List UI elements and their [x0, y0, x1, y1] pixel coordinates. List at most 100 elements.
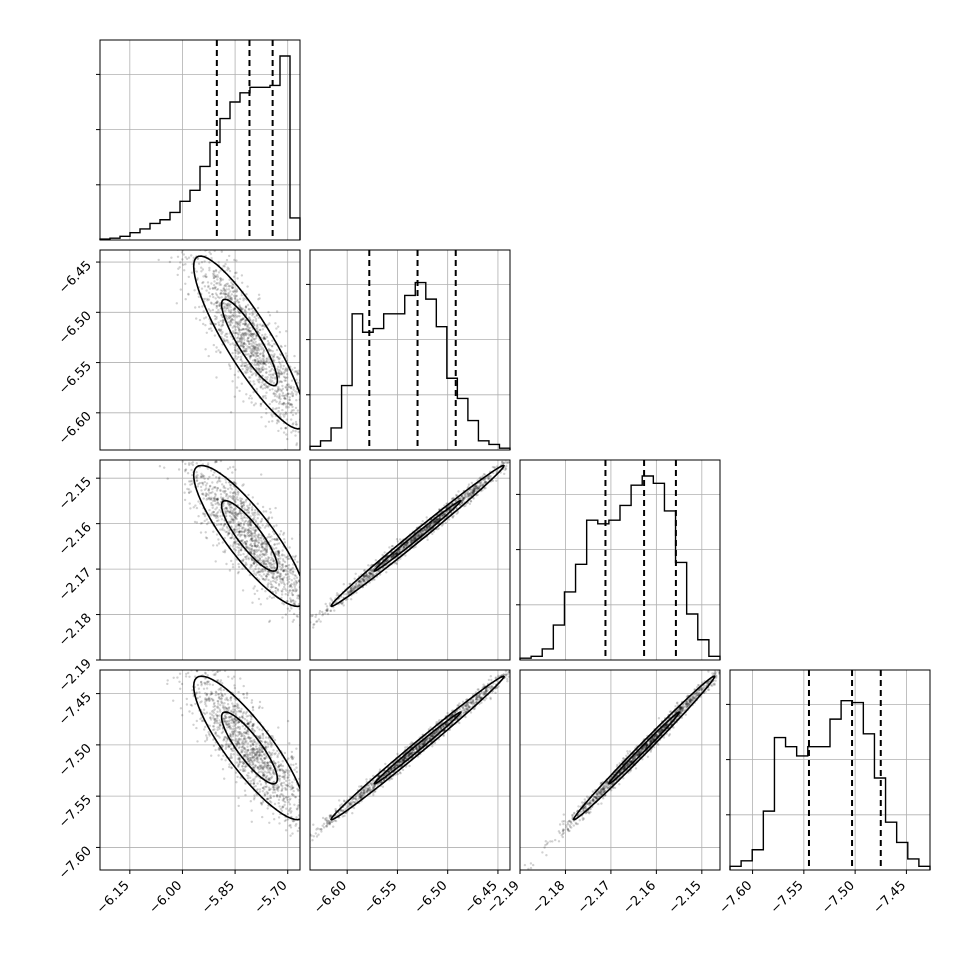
sample-point: [533, 435, 535, 437]
sample-point: [421, 520, 424, 523]
sample-points: [157, 241, 308, 450]
sample-point: [239, 499, 242, 502]
sample-point: [250, 564, 254, 567]
sample-point: [262, 362, 265, 365]
sample-point: [207, 285, 210, 289]
sample-point: [257, 541, 261, 544]
sample-point: [256, 757, 259, 760]
sample-point: [301, 379, 303, 381]
sample-point: [192, 241, 194, 243]
sample-point: [215, 523, 218, 527]
sample-point: [287, 591, 290, 594]
sample-point: [235, 331, 238, 335]
sample-point: [290, 385, 293, 388]
sample-point: [296, 409, 300, 412]
sample-point: [254, 573, 258, 576]
sample-point: [212, 744, 216, 748]
sample-point: [281, 793, 284, 796]
sample-point: [267, 347, 271, 351]
sample-point: [214, 516, 218, 519]
sample-point: [279, 557, 282, 560]
sample-point: [176, 676, 179, 679]
sample-point: [279, 572, 282, 575]
sample-point: [269, 582, 272, 586]
sample-point: [282, 375, 286, 378]
sample-point: [227, 293, 230, 296]
sample-point: [216, 274, 219, 277]
sample-point: [302, 608, 304, 610]
sample-point: [198, 691, 201, 694]
sample-point: [210, 496, 213, 499]
sample-point: [286, 395, 289, 398]
sample-point: [230, 512, 234, 515]
sample-point: [244, 306, 248, 309]
sample-point: [188, 491, 191, 494]
sample-point: [364, 574, 367, 577]
sample-point: [278, 533, 281, 536]
sample-point: [223, 735, 226, 739]
sample-point: [224, 735, 227, 739]
sample-point: [243, 529, 247, 532]
sample-point: [237, 733, 240, 736]
sample-point: [191, 463, 195, 467]
sample-point: [352, 586, 356, 590]
sample-point: [283, 379, 286, 382]
sample-point: [252, 332, 256, 335]
sample-point: [230, 747, 233, 751]
sample-point: [241, 567, 244, 570]
sample-point: [306, 430, 308, 432]
sample-point: [366, 577, 370, 580]
sample-point: [209, 514, 212, 517]
sample-point: [272, 812, 275, 815]
sample-point: [233, 490, 236, 494]
sample-point: [264, 510, 268, 513]
sample-point: [230, 286, 234, 290]
sample-point: [287, 771, 290, 775]
sample-point: [247, 366, 250, 370]
sample-point: [206, 680, 209, 683]
sample-point: [278, 394, 281, 397]
sample-point: [282, 364, 285, 368]
sample-point: [267, 562, 271, 565]
sample-point: [263, 362, 266, 365]
sample-point: [297, 430, 300, 434]
sample-point: [365, 577, 368, 581]
sample-point: [467, 483, 471, 486]
sample-point: [241, 322, 244, 326]
sample-point: [239, 333, 243, 337]
sample-point: [209, 692, 213, 696]
sample-point: [214, 493, 217, 496]
sample-point: [439, 516, 442, 519]
sample-point: [266, 385, 269, 389]
sample-point: [307, 618, 309, 620]
sample-point: [260, 759, 263, 762]
sample-point: [251, 727, 254, 731]
sample-point: [285, 354, 288, 358]
sample-point: [273, 566, 276, 570]
sample-point: [468, 502, 472, 506]
sample-point: [368, 571, 371, 575]
sample-point: [261, 347, 265, 350]
sample-point: [237, 333, 240, 336]
sample-point: [260, 544, 264, 547]
sample-point: [246, 285, 249, 288]
sample-point: [290, 411, 293, 414]
sample-point: [238, 731, 241, 734]
sample-point: [214, 486, 217, 489]
sample-point: [196, 666, 198, 668]
sample-point: [348, 582, 351, 586]
sample-point: [219, 351, 222, 354]
sample-point: [391, 555, 394, 558]
sample-point: [239, 344, 242, 347]
sample-point: [239, 522, 242, 525]
sample-point: [253, 754, 257, 757]
sample-point: [253, 561, 256, 564]
sample-point: [425, 516, 428, 519]
sample-point: [247, 556, 250, 560]
sample-point: [241, 526, 244, 529]
sample-point: [287, 567, 290, 570]
sample-point: [204, 672, 207, 675]
sample-point: [208, 287, 212, 290]
sample-point: [245, 563, 248, 566]
sample-point: [196, 485, 200, 488]
